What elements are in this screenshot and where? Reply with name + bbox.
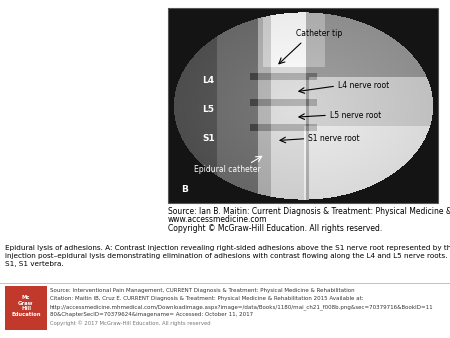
Text: Copyright © McGraw-Hill Education. All rights reserved.: Copyright © McGraw-Hill Education. All r… [168, 224, 382, 233]
Text: Epidural catheter: Epidural catheter [194, 165, 261, 174]
Text: Citation: Maitin IB, Cruz E. CURRENT Diagnosis & Treatment: Physical Medicine & : Citation: Maitin IB, Cruz E. CURRENT Dia… [50, 296, 364, 301]
Text: B: B [181, 185, 189, 194]
Text: L5: L5 [202, 105, 215, 114]
Text: S1 nerve root: S1 nerve root [308, 134, 360, 143]
Text: S1: S1 [202, 134, 215, 143]
Text: www.accessmedicine.com: www.accessmedicine.com [168, 216, 267, 224]
Bar [168, 8, 438, 203]
Text: Epidural lysis of adhesions. A: Contrast injection revealing right-sided adhesio: Epidural lysis of adhesions. A: Contrast… [5, 245, 450, 267]
Text: Copyright © 2017 McGraw-Hill Education. All rights reserved: Copyright © 2017 McGraw-Hill Education. … [50, 320, 211, 325]
Text: Catheter tip: Catheter tip [296, 29, 342, 38]
Text: 80&ChapterSecID=70379624&imagename= Accessed: October 11, 2017: 80&ChapterSecID=70379624&imagename= Acce… [50, 312, 253, 317]
Text: L4: L4 [202, 76, 215, 84]
Text: Source: Interventional Pain Management, CURRENT Diagnosis & Treatment: Physical : Source: Interventional Pain Management, … [50, 288, 355, 293]
Text: L4 nerve root: L4 nerve root [338, 81, 389, 91]
Text: Source: Ian B. Maitin: Current Diagnosis & Treatment: Physical Medicine & Rehabi: Source: Ian B. Maitin: Current Diagnosis… [168, 207, 450, 216]
Bar [5, 286, 47, 330]
Text: L5 nerve root: L5 nerve root [330, 111, 381, 120]
Text: http://accessmedicine.mhmedical.com/Downloadimage.aspx?image=/data/Books/1180/ma: http://accessmedicine.mhmedical.com/Down… [50, 304, 434, 310]
Text: Mc
Graw
Hill
Education: Mc Graw Hill Education [11, 295, 41, 317]
